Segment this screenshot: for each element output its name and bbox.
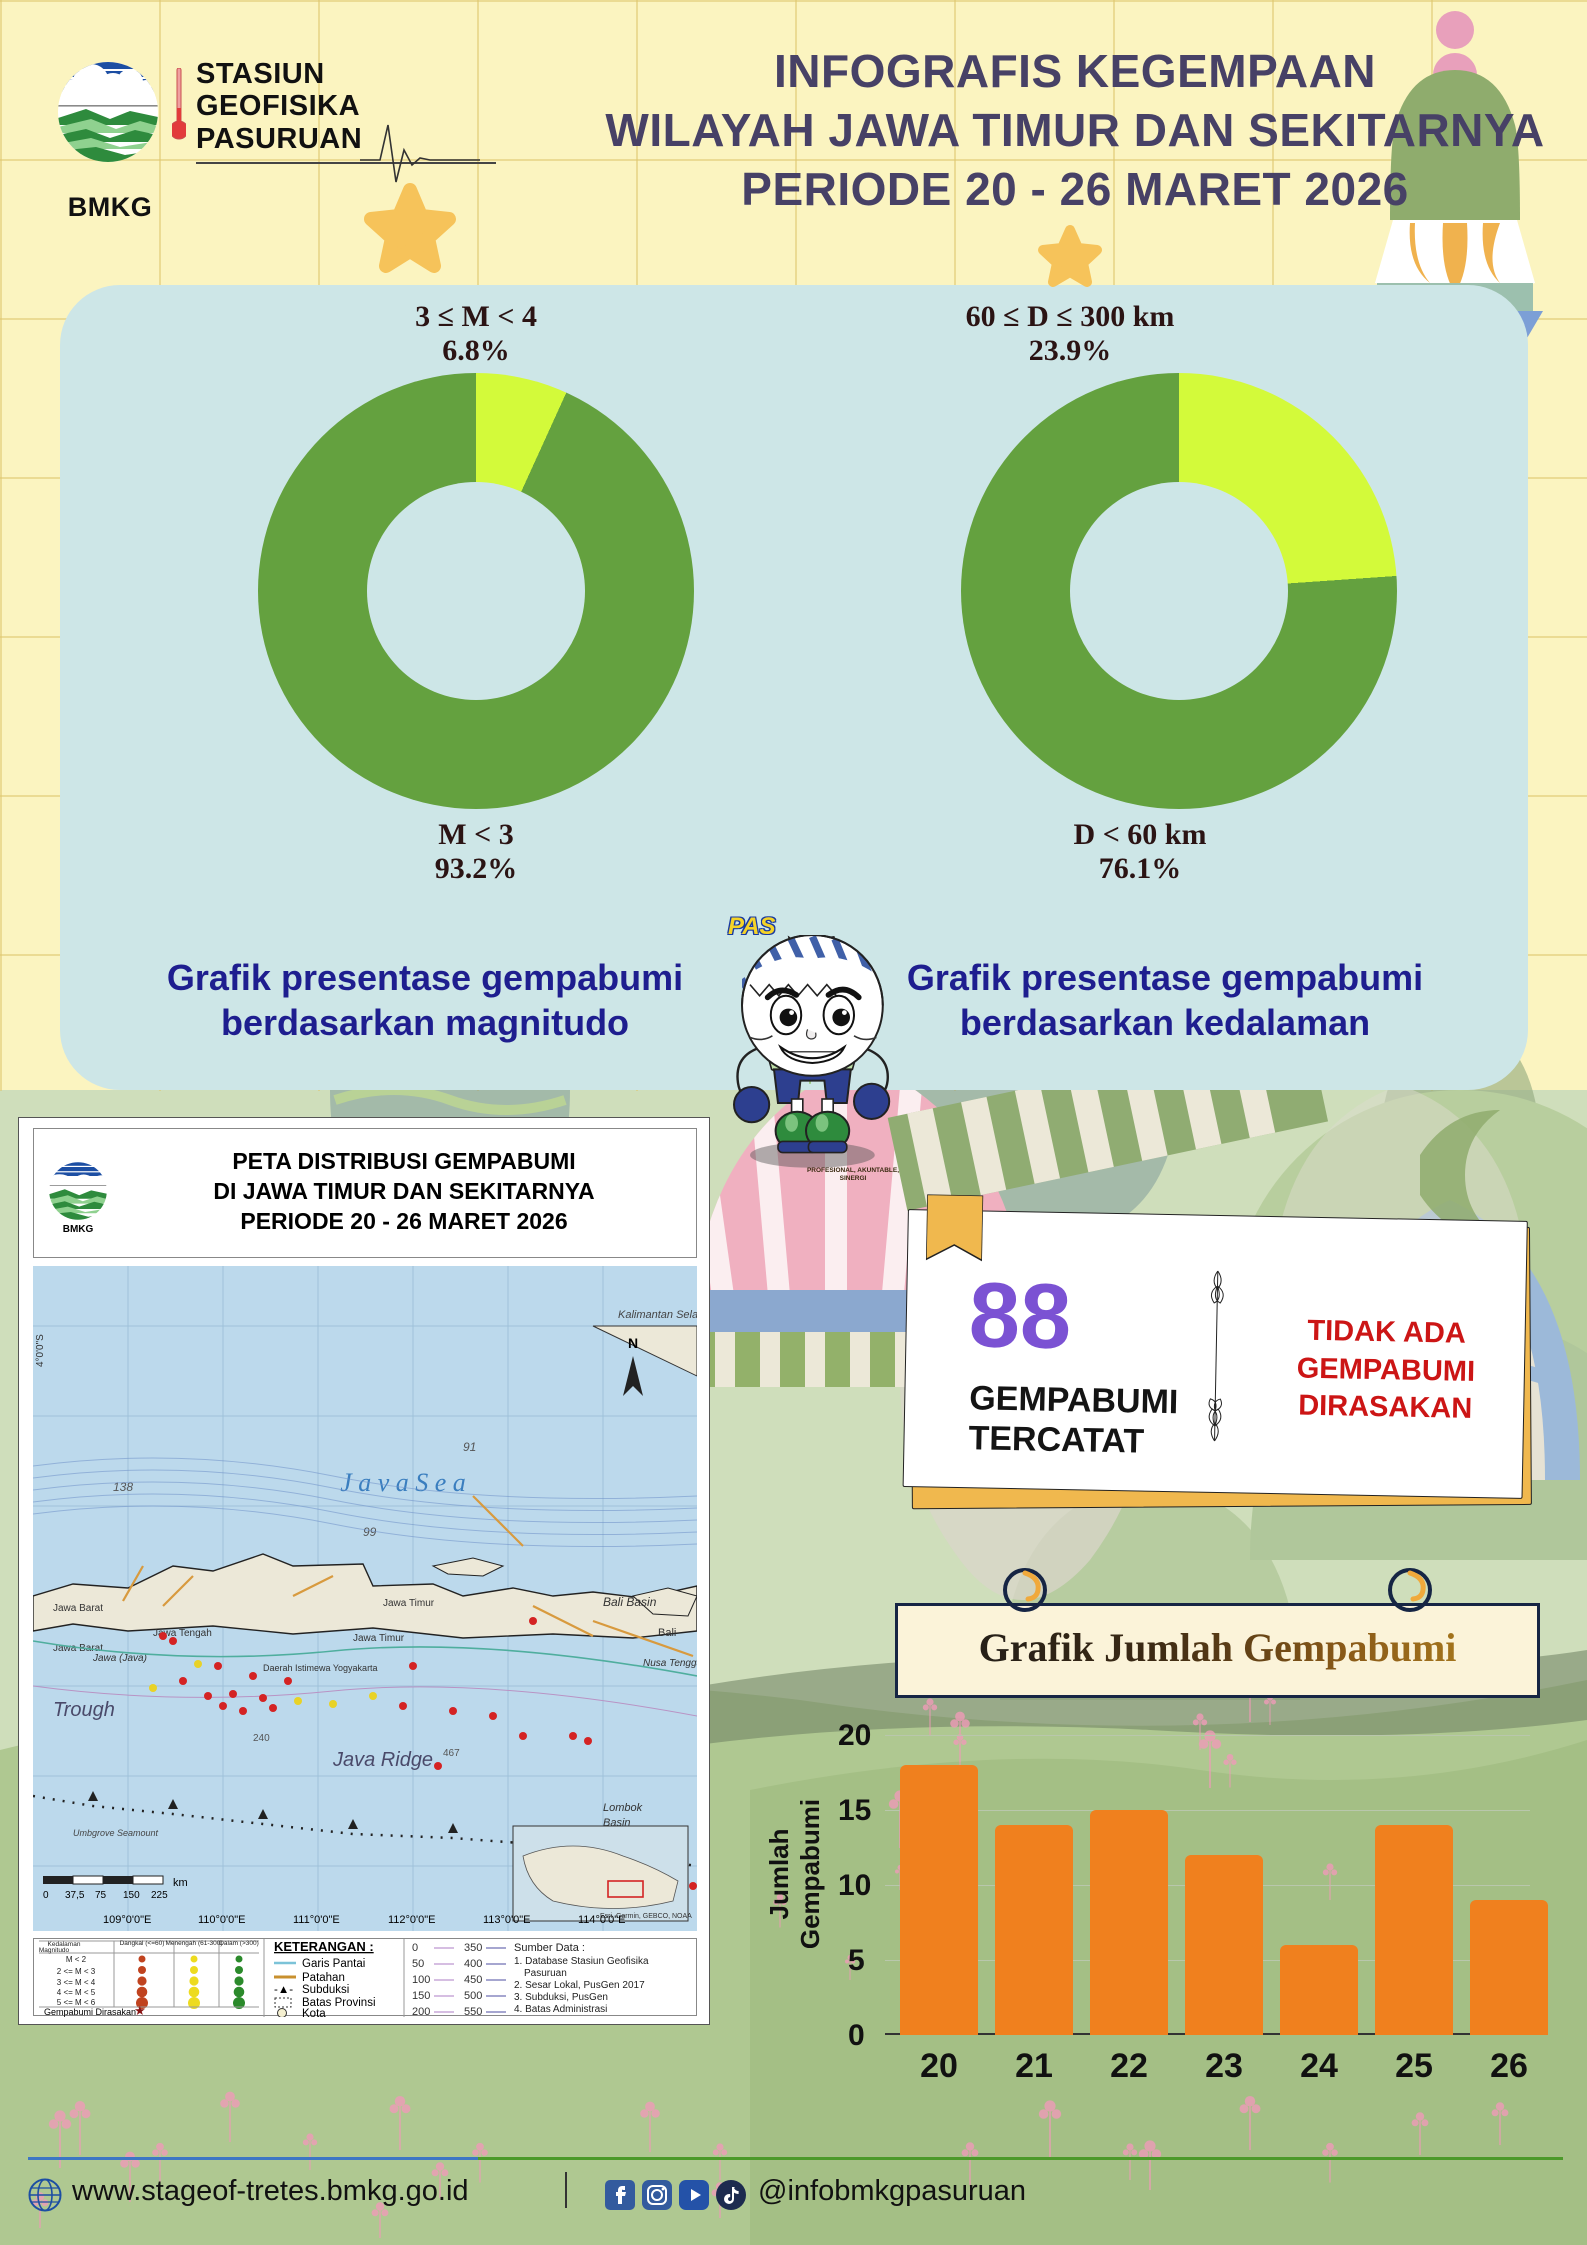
svg-text:Kota: Kota [302,2008,326,2017]
svg-text:Gempabumi Dirasakan: Gempabumi Dirasakan [44,2007,136,2017]
svg-text:400: 400 [464,1958,482,1970]
svg-text:Subduksi: Subduksi [302,1984,349,1996]
svg-text:200: 200 [412,2006,430,2017]
svg-text:Trough: Trough [53,1699,115,1721]
svg-text:Jawa (Java): Jawa (Java) [92,1653,147,1664]
svg-text:Dalam (>300): Dalam (>300) [219,1940,259,1947]
svg-text:4. Batas Administrasi: 4. Batas Administrasi [514,2004,607,2015]
svg-text:0: 0 [43,1890,49,1901]
svg-text:3 <= M < 4: 3 <= M < 4 [57,1978,96,1987]
svg-text:100: 100 [412,1974,430,1986]
svg-text:150: 150 [123,1890,140,1901]
svg-text:467: 467 [443,1748,460,1759]
svg-text:4 <= M < 5: 4 <= M < 5 [57,1988,96,1997]
svg-text:Umbgrove Seamount: Umbgrove Seamount [73,1828,159,1838]
svg-text:225: 225 [151,1890,168,1901]
svg-text:Kalimantan Selatan: Kalimantan Selatan [618,1309,697,1321]
svg-text:Jawa Timur: Jawa Timur [353,1633,405,1644]
svg-text:550: 550 [464,2006,482,2017]
svg-text:M < 2: M < 2 [66,1955,87,1964]
svg-text:Bali Basin: Bali Basin [603,1595,657,1609]
svg-text:4°0'0"S: 4°0'0"S [35,1334,46,1367]
svg-text:2. Sesar Lokal, PusGen 2017: 2. Sesar Lokal, PusGen 2017 [514,1980,645,1991]
svg-text:1. Database Stasiun Geofisika: 1. Database Stasiun Geofisika [514,1956,649,1967]
svg-text:0: 0 [412,1942,418,1954]
svg-text:Daerah Istimewa Yogyakarta: Daerah Istimewa Yogyakarta [263,1663,378,1673]
svg-text:Pasuruan: Pasuruan [524,1968,567,1979]
svg-text:Sumber Data :: Sumber Data : [514,1942,585,1954]
svg-text:Java Ridge: Java Ridge [332,1749,433,1771]
svg-text:Lombok: Lombok [603,1802,643,1814]
svg-text:★: ★ [134,2003,146,2017]
svg-text:91: 91 [463,1440,476,1454]
svg-text:37,5: 37,5 [65,1890,85,1901]
svg-text:450: 450 [464,1974,482,1986]
svg-text:Dangkal (<=60): Dangkal (<=60) [120,1940,165,1947]
svg-text:99: 99 [363,1525,377,1539]
svg-text:2 <= M < 3: 2 <= M < 3 [57,1967,96,1976]
svg-text:-▲-: -▲- [274,1984,293,1996]
svg-text:Bali: Bali [658,1627,676,1639]
svg-text:Patahan: Patahan [302,1972,345,1984]
svg-text:3. Subduksi, PusGen: 3. Subduksi, PusGen [514,1992,608,2003]
svg-text:Jawa Timur: Jawa Timur [383,1598,435,1609]
svg-text:Magnitudo: Magnitudo [39,1947,70,1954]
svg-text:5 <= M < 6: 5 <= M < 6 [57,1998,96,2007]
svg-text:50: 50 [412,1958,424,1970]
svg-text:Menengah (61-300): Menengah (61-300) [165,1940,222,1947]
svg-text:Garis Pantai: Garis Pantai [302,1958,365,1970]
svg-text:500: 500 [464,1990,482,2002]
svg-text:150: 150 [412,1990,430,2002]
svg-text:75: 75 [95,1890,107,1901]
svg-text:350: 350 [464,1942,482,1954]
svg-text:KETERANGAN :: KETERANGAN : [274,1939,374,1954]
svg-text:Jawa Barat: Jawa Barat [53,1603,103,1614]
svg-text:km: km [173,1877,188,1889]
svg-text:N: N [628,1335,638,1351]
svg-text:240: 240 [253,1733,270,1744]
